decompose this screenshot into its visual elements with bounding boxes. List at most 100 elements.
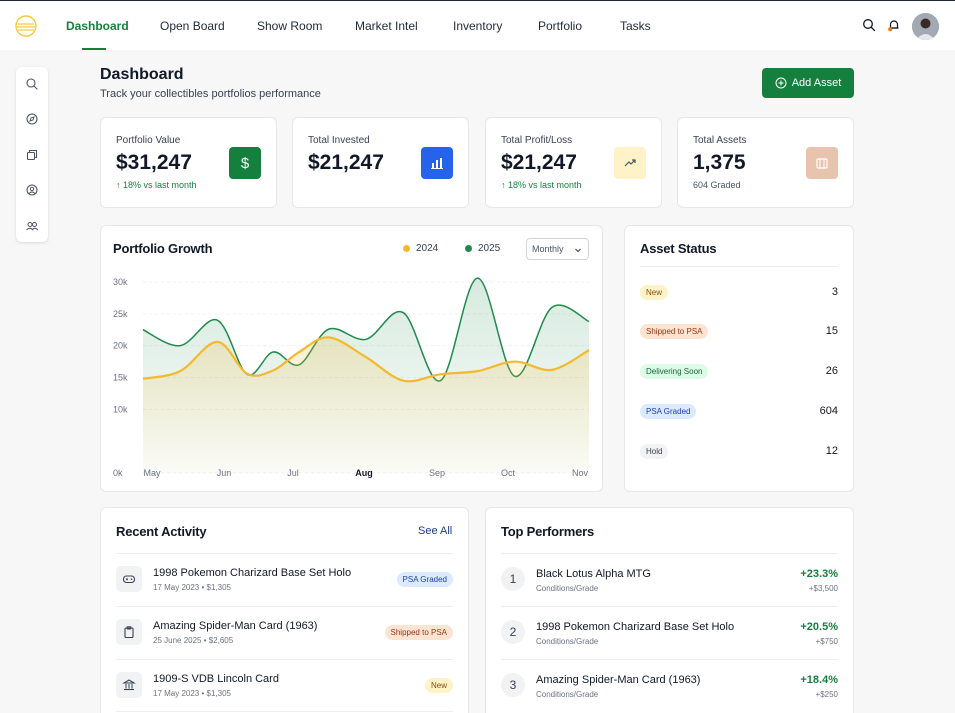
status-count: 604 bbox=[819, 405, 838, 417]
performer-rank: 1 bbox=[501, 567, 525, 591]
performer-row[interactable]: 3 Amazing Spider-Man Card (1963) Condition… bbox=[501, 666, 838, 706]
status-row[interactable]: New 3 bbox=[640, 282, 838, 302]
x-tick-label: Jun bbox=[217, 468, 232, 478]
avatar[interactable] bbox=[912, 13, 939, 40]
asset-status-title: Asset Status bbox=[640, 241, 717, 256]
recent-activity-card bbox=[100, 507, 469, 713]
recent-activity-title: Recent Activity bbox=[116, 524, 207, 539]
performer-meta: Conditions/Grade bbox=[536, 690, 599, 699]
performer-name: 1998 Pokemon Charizard Base Set Holo bbox=[536, 621, 735, 633]
activity-row[interactable]: 1909-S VDB Lincoln Card 17 May 2023 • $1,… bbox=[116, 666, 453, 706]
activity-item-meta: 25 June 2025 • $2,605 bbox=[153, 636, 234, 645]
stat-value: 1,375 bbox=[693, 151, 746, 174]
series-line-2024[interactable] bbox=[142, 336, 590, 383]
bank-icon bbox=[116, 672, 142, 698]
divider bbox=[116, 711, 453, 712]
y-tick-label: 0k bbox=[113, 468, 123, 478]
nav-dashboard[interactable]: Dashboard bbox=[66, 19, 129, 33]
divider bbox=[501, 659, 838, 660]
legend-item-2025[interactable]: 2025 bbox=[465, 243, 500, 254]
activity-row[interactable]: Amazing Spider-Man Card (1963) 25 June 20… bbox=[116, 613, 453, 653]
logo-icon[interactable] bbox=[14, 14, 38, 38]
nav-portfolio[interactable]: Portfolio bbox=[538, 19, 583, 33]
activity-item-meta: 17 May 2023 • $1,305 bbox=[153, 583, 231, 592]
status-count: 3 bbox=[831, 286, 838, 298]
divider bbox=[640, 266, 838, 267]
status-row[interactable]: PSA Graded 604 bbox=[640, 401, 838, 421]
activity-status-badge: New bbox=[424, 678, 453, 693]
divider bbox=[501, 553, 838, 554]
performer-row[interactable]: 2 1998 Pokemon Charizard Base Set Holo Con… bbox=[501, 613, 838, 653]
legend-label: 2024 bbox=[416, 243, 439, 254]
legend-label: 2025 bbox=[478, 243, 501, 254]
activity-item-name: Amazing Spider-Man Card (1963) bbox=[153, 620, 318, 632]
performer-name: Black Lotus Alpha MTG bbox=[536, 568, 651, 580]
performer-rank: 2 bbox=[501, 620, 525, 644]
copy-icon[interactable] bbox=[25, 148, 39, 162]
dollar-icon: $ bbox=[229, 147, 261, 179]
stat-change: ↑ 18% vs last month bbox=[116, 180, 197, 190]
stat-label: Total Profit/Loss bbox=[501, 135, 573, 146]
stat-label: Portfolio Value bbox=[116, 135, 181, 146]
performer-meta: Conditions/Grade bbox=[536, 637, 599, 646]
stat-label: Total Assets bbox=[693, 135, 747, 146]
x-tick-label: Sep bbox=[429, 468, 445, 478]
portfolio-growth-chart: 30k 25k 20k 15k 10k 0k May Jun Jul Aug Sep Oct Nov bbox=[113, 277, 590, 478]
trending-up-icon bbox=[614, 147, 646, 179]
user-circle-icon[interactable] bbox=[25, 183, 39, 197]
nav-show-room[interactable]: Show Room bbox=[257, 19, 323, 33]
divider bbox=[116, 659, 453, 660]
status-badge: PSA Graded bbox=[640, 403, 697, 419]
nav-active-indicator bbox=[82, 48, 106, 50]
compass-icon[interactable] bbox=[25, 112, 39, 126]
status-row[interactable]: Delivering Soon 26 bbox=[640, 361, 838, 381]
period-dropdown[interactable]: Monthly bbox=[526, 238, 589, 260]
search-icon[interactable] bbox=[862, 18, 876, 32]
status-row[interactable]: Hold 12 bbox=[640, 441, 838, 461]
nav-market-intel[interactable]: Market Intel bbox=[355, 19, 418, 33]
legend-item-2024[interactable]: 2024 bbox=[403, 243, 438, 254]
activity-row[interactable]: 1998 Pokemon Charizard Base Set Holo 17 M… bbox=[116, 560, 453, 600]
performer-change-amount: +$750 bbox=[815, 637, 838, 646]
stat-value: $31,247 bbox=[116, 151, 192, 174]
performer-rank: 3 bbox=[501, 673, 525, 697]
status-count: 26 bbox=[825, 365, 838, 377]
stat-label: Total Invested bbox=[308, 135, 370, 146]
add-asset-label: Add Asset bbox=[791, 77, 842, 89]
performer-change-amount: +$3,500 bbox=[808, 584, 838, 593]
nav-inventory[interactable]: Inventory bbox=[453, 19, 503, 33]
portfolio-growth-title: Portfolio Growth bbox=[113, 241, 213, 256]
see-all-link[interactable]: See All bbox=[418, 525, 453, 537]
add-asset-button[interactable]: Add Asset bbox=[762, 68, 854, 98]
divider bbox=[116, 553, 453, 554]
stat-card-portfolio-value: Portfolio Value $31,247 ↑ 18% vs last mo… bbox=[100, 117, 277, 208]
performer-row[interactable]: 1 Black Lotus Alpha MTG Conditions/Grade +2… bbox=[501, 560, 838, 600]
performer-name: Amazing Spider-Man Card (1963) bbox=[536, 674, 701, 686]
stat-value: $21,247 bbox=[308, 151, 384, 174]
x-tick-label: Nov bbox=[572, 468, 589, 478]
status-count: 12 bbox=[825, 445, 838, 457]
stat-card-total-invested: Total Invested $21,247 bbox=[292, 117, 469, 208]
y-tick-label: 10k bbox=[113, 404, 128, 414]
y-tick-label: 20k bbox=[113, 341, 128, 351]
y-tick-label: 15k bbox=[113, 373, 128, 383]
status-badge: Delivering Soon bbox=[640, 363, 709, 379]
top-performers-card bbox=[485, 507, 854, 713]
nav-tasks[interactable]: Tasks bbox=[620, 19, 651, 33]
status-badge: New bbox=[640, 284, 669, 300]
search-icon[interactable] bbox=[25, 77, 39, 91]
top-performers-title: Top Performers bbox=[501, 524, 595, 539]
nav-open-board[interactable]: Open Board bbox=[160, 19, 225, 33]
status-count: 15 bbox=[825, 325, 838, 337]
users-icon[interactable] bbox=[25, 219, 39, 233]
performer-meta: Conditions/Grade bbox=[536, 584, 599, 593]
status-row[interactable]: Shipped to PSA 15 bbox=[640, 321, 838, 341]
stat-card-total-profit: Total Profit/Loss $21,247 ↑ 18% vs last … bbox=[485, 117, 662, 208]
legend-dot bbox=[465, 245, 472, 252]
bar-chart-icon bbox=[421, 147, 453, 179]
status-badge: Shipped to PSA bbox=[640, 323, 709, 339]
chevron-down-icon bbox=[575, 248, 581, 253]
avatar-image bbox=[912, 13, 939, 40]
arrow-up-icon: ↑ bbox=[116, 180, 124, 190]
bell-icon[interactable] bbox=[887, 18, 901, 32]
